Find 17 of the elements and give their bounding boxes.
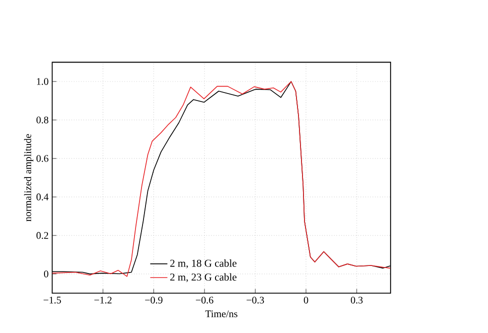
x-tick-label: −1.2	[94, 296, 112, 304]
x-tick-label: −0.6	[196, 296, 214, 304]
x-tick-label: 0	[304, 296, 308, 304]
y-tick-label: 0.4	[36, 193, 49, 200]
y-tick-label: 0.8	[36, 116, 48, 124]
x-tick-label: −0.3	[246, 296, 264, 304]
legend-label: 2 m, 23 G cable	[170, 273, 236, 282]
y-axis-title: normalized amplitude	[24, 134, 34, 222]
y-tick-label: 1.0	[37, 78, 48, 85]
x-axis-title: Time/ns	[205, 310, 238, 318]
x-tick-label: 0.3	[350, 296, 363, 304]
x-tick-label: −0.9	[145, 296, 162, 304]
legend-label: 2 m, 18 G cable	[170, 259, 236, 268]
y-tick-label: 0.2	[36, 232, 48, 239]
y-tick-label: 0	[44, 270, 48, 278]
y-tick-label: 0.6	[36, 154, 48, 162]
x-tick-label: −1.5	[44, 296, 61, 304]
